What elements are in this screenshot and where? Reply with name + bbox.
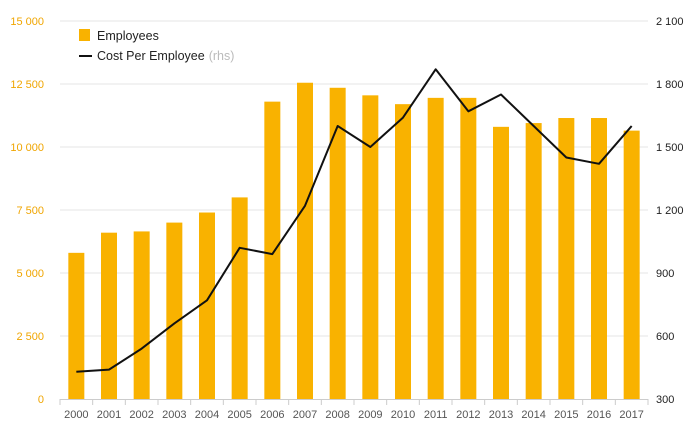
x-axis-tick-label: 2000 <box>64 409 88 421</box>
employees-bar <box>493 126 509 399</box>
employees-bar <box>558 118 575 400</box>
left-axis-tick-label: 2 500 <box>16 331 44 343</box>
employees-bar <box>362 95 379 399</box>
employees-bar <box>460 97 477 400</box>
right-axis-tick-label: 2 100 <box>656 16 684 28</box>
x-axis-tick-label: 2003 <box>162 409 186 421</box>
x-axis-tick-label: 2011 <box>424 409 448 421</box>
employees-bar <box>101 232 117 399</box>
employees-bar <box>264 101 281 399</box>
employees-bar <box>199 212 215 399</box>
employees-bars <box>68 82 640 400</box>
cost-per-employee-line <box>76 68 633 373</box>
right-axis-tick-label: 300 <box>656 394 674 406</box>
x-axis-tick-label: 2016 <box>587 409 611 421</box>
cost-per-employee-line-group <box>76 68 633 373</box>
x-axis-tick-label: 2004 <box>195 409 219 421</box>
legend-swatch-employees <box>79 29 90 41</box>
employees-bar <box>427 97 444 400</box>
left-axis-tick-label: 5 000 <box>16 268 44 280</box>
right-axis-tick-label: 900 <box>656 268 674 280</box>
employees-bar <box>231 197 248 399</box>
employees-bar <box>329 87 346 399</box>
left-axis-tick-label: 15 000 <box>10 16 44 28</box>
employees-bar <box>525 123 542 399</box>
legend-label-employees: Employees <box>97 29 159 43</box>
gridlines <box>60 20 648 337</box>
employees-bar <box>591 118 607 400</box>
axes: 0 2 500 5 000 7 500 10 000 12 500 15 000 300 600… <box>10 16 683 421</box>
x-axis-tick-label: 2012 <box>456 409 480 421</box>
x-axis-tick-label: 2015 <box>554 409 578 421</box>
employees-bar <box>297 82 313 400</box>
left-axis-tick-label: 10 000 <box>10 142 44 154</box>
left-axis-tick-label: 12 500 <box>10 79 44 91</box>
employees-bar <box>68 252 85 399</box>
employees-bar <box>166 222 183 399</box>
x-axis-tick-label: 2017 <box>619 409 643 421</box>
x-axis-tick-label: 2008 <box>325 409 349 421</box>
right-axis-tick-label: 600 <box>656 331 674 343</box>
left-axis-tick-label: 0 <box>38 394 44 406</box>
x-axis-tick-label: 2001 <box>97 409 121 421</box>
legend-label-cost-text: Cost Per Employee <box>97 49 205 63</box>
x-axis-tick-label: 2007 <box>293 409 317 421</box>
left-axis-tick-label: 7 500 <box>16 205 44 217</box>
x-axis-tick-label: 2002 <box>129 409 153 421</box>
x-axis-tick-label: 2009 <box>358 409 382 421</box>
x-axis-tick-label: 2013 <box>489 409 513 421</box>
employees-bar <box>623 130 640 399</box>
x-axis-tick-label: 2010 <box>391 409 415 421</box>
right-axis-tick-label: 1 800 <box>656 79 684 91</box>
legend-label-rhs-suffix: (rhs) <box>209 49 235 63</box>
x-axis-tick-label: 2006 <box>260 409 284 421</box>
legend-label-cost-per-employee: Cost Per Employee (rhs) <box>97 49 234 63</box>
right-axis-tick-label: 1 200 <box>656 205 684 217</box>
employees-bar <box>395 104 411 399</box>
x-axis-tick-label: 2014 <box>521 409 545 421</box>
x-axis-tick-label: 2005 <box>227 409 251 421</box>
right-axis-tick-label: 1 500 <box>656 142 684 154</box>
employees-bar <box>133 231 150 399</box>
legend: Employees Cost Per Employee (rhs) <box>79 29 234 63</box>
